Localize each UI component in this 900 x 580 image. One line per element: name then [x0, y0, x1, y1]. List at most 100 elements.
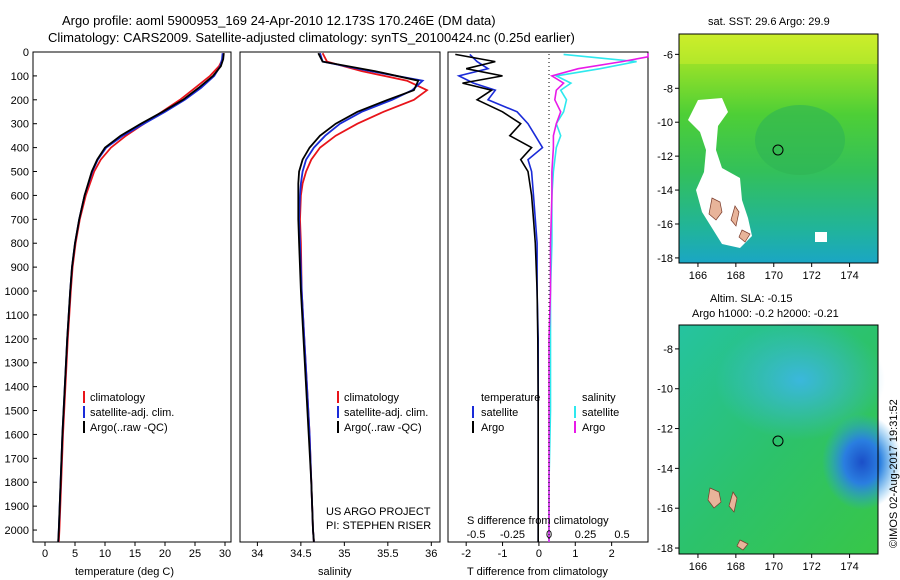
depth-tick-label: 2000	[5, 525, 29, 537]
depth-tick-label: 300	[11, 119, 29, 131]
difference-legend: temperature salinity satellite Argo sate…	[472, 392, 619, 434]
lon-tick-label: 170	[765, 270, 783, 282]
s-diff-tick-label: 0.25	[575, 529, 596, 541]
legend-label-argo: Argo(..raw -QC)	[344, 422, 422, 434]
lon-tick-label: 168	[727, 270, 745, 282]
depth-tick-label: 200	[11, 95, 29, 107]
salinity-panel-frame	[239, 51, 441, 543]
temperature-x-axis: 0 5 10 15 20 25 30	[42, 542, 231, 560]
depth-tick-label: 1100	[5, 310, 29, 322]
series-line-argo-raw-qc-	[297, 52, 420, 543]
x-tick-label: 15	[129, 548, 141, 560]
island-malekula	[728, 491, 738, 513]
salinity-axis-label: salinity	[318, 566, 352, 578]
sla-low-anomaly	[822, 414, 900, 510]
island-espiritu-santo	[707, 487, 722, 509]
temperature-axis-label: temperature (deg C)	[75, 566, 174, 578]
s-diff-tick-label: 0	[546, 529, 552, 541]
depth-tick-label: 1700	[5, 453, 29, 465]
series-line-temperature-argo	[455, 53, 540, 542]
x-tick-label: 0	[42, 548, 48, 560]
t-diff-tick-label: 2	[609, 548, 615, 560]
depth-tick-label: 1600	[5, 429, 29, 441]
t-diff-tick-label: 0	[536, 548, 542, 560]
depth-axis: 0 100 200 300 400 500 600 700 800 900 1000 1100 1200…	[5, 47, 37, 537]
lat-tick-label: -12	[657, 151, 673, 163]
legend-label-climatology: climatology	[344, 392, 400, 404]
series-line-salinity-argo	[548, 53, 649, 542]
t-difference-axis-label: T difference from climatology	[467, 566, 608, 578]
depth-tick-label: 0	[23, 47, 29, 59]
series-line-climatology	[299, 52, 429, 543]
pi-annotation: PI: STEPHEN RISER	[326, 520, 431, 532]
series-line-satellite-adj-clim-	[298, 52, 425, 543]
series-line-satellite-adj-clim-	[57, 53, 224, 543]
temperature-legend: climatology satellite-adj. clim. Argo(..…	[83, 391, 174, 434]
lon-tick-label: 172	[802, 270, 820, 282]
x-tick-label: 34	[251, 548, 263, 560]
t-diff-tick-label: -2	[461, 548, 471, 560]
temperature-profiles	[57, 53, 225, 543]
title-line-2: Climatology: CARS2009. Satellite-adjuste…	[48, 30, 575, 45]
sst-warm-band	[679, 34, 878, 64]
lon-tick-label: 174	[840, 270, 858, 282]
lat-tick-label: -16	[657, 503, 673, 515]
sst-cool-patch	[755, 105, 845, 175]
lat-tick-label: -14	[657, 185, 673, 197]
difference-profiles	[455, 53, 649, 542]
x-tick-label: 25	[189, 548, 201, 560]
series-line-temperature-satellite	[456, 53, 544, 542]
lat-tick-label: -8	[663, 344, 673, 356]
sla-blue-region	[715, 320, 885, 440]
lat-tick-label: -16	[657, 219, 673, 231]
sla-map-label-1: Altim. SLA: -0.15	[710, 293, 793, 305]
s-diff-tick-label: -0.25	[500, 529, 525, 541]
island-espiritu-santo	[708, 197, 723, 221]
depth-tick-label: 400	[11, 143, 29, 155]
x-tick-label: 34.5	[290, 548, 311, 560]
depth-tick-label: 900	[11, 262, 29, 274]
depth-tick-label: 100	[11, 71, 29, 83]
lat-tick-label: -8	[663, 83, 673, 95]
lon-tick-label: 166	[689, 270, 707, 282]
x-tick-label: 20	[159, 548, 171, 560]
s-difference-axis-label: S difference from climatology	[467, 515, 609, 527]
legend-label-satellite: satellite-adj. clim.	[344, 407, 428, 419]
difference-x-axis: -2 -1 0 1 2 -0.5 -0.25 0 0.25 0.5	[461, 529, 629, 560]
legend-title-temperature: temperature	[481, 392, 540, 404]
x-tick-label: 5	[72, 548, 78, 560]
depth-tick-label: 1300	[5, 358, 29, 370]
series-line-salinity-satellite	[548, 53, 637, 542]
sst-map-frame	[678, 33, 879, 264]
island-efate	[736, 539, 749, 551]
x-tick-label: 10	[99, 548, 111, 560]
legend-label-s-argo: Argo	[582, 422, 605, 434]
x-tick-label: 30	[219, 548, 231, 560]
project-annotation: US ARGO PROJECT	[326, 506, 431, 518]
lon-tick-label: 166	[689, 561, 707, 573]
sst-map-label: sat. SST: 29.6 Argo: 29.9	[708, 16, 830, 28]
sla-map-label-2: Argo h1000: -0.2 h2000: -0.21	[692, 308, 839, 320]
legend-label-t-argo: Argo	[481, 422, 504, 434]
x-tick-label: 35.5	[377, 548, 398, 560]
lat-tick-label: -6	[663, 49, 673, 61]
island-malekula	[730, 205, 740, 227]
s-diff-tick-label: -0.5	[467, 529, 486, 541]
salinity-profiles	[297, 52, 429, 543]
sla-map-frame	[678, 324, 879, 555]
salinity-legend: climatology satellite-adj. clim. Argo(..…	[337, 391, 428, 434]
lat-tick-label: -10	[657, 384, 673, 396]
legend-label-satellite: satellite-adj. clim.	[90, 407, 174, 419]
depth-tick-label: 1500	[5, 406, 29, 418]
lat-tick-label: -18	[657, 253, 673, 265]
sst-float-marker	[772, 144, 784, 156]
difference-panel-frame	[447, 51, 649, 543]
salinity-x-axis: 34 34.5 35 35.5 36	[251, 542, 437, 560]
sst-map-axes: 166 168 170 172 174 -6 -8 -10 -12 -14 -16 -18	[657, 49, 859, 282]
t-diff-tick-label: -1	[498, 548, 508, 560]
legend-label-climatology: climatology	[90, 392, 146, 404]
depth-tick-label: 500	[11, 167, 29, 179]
depth-tick-label: 800	[11, 238, 29, 250]
t-diff-tick-label: 1	[572, 548, 578, 560]
